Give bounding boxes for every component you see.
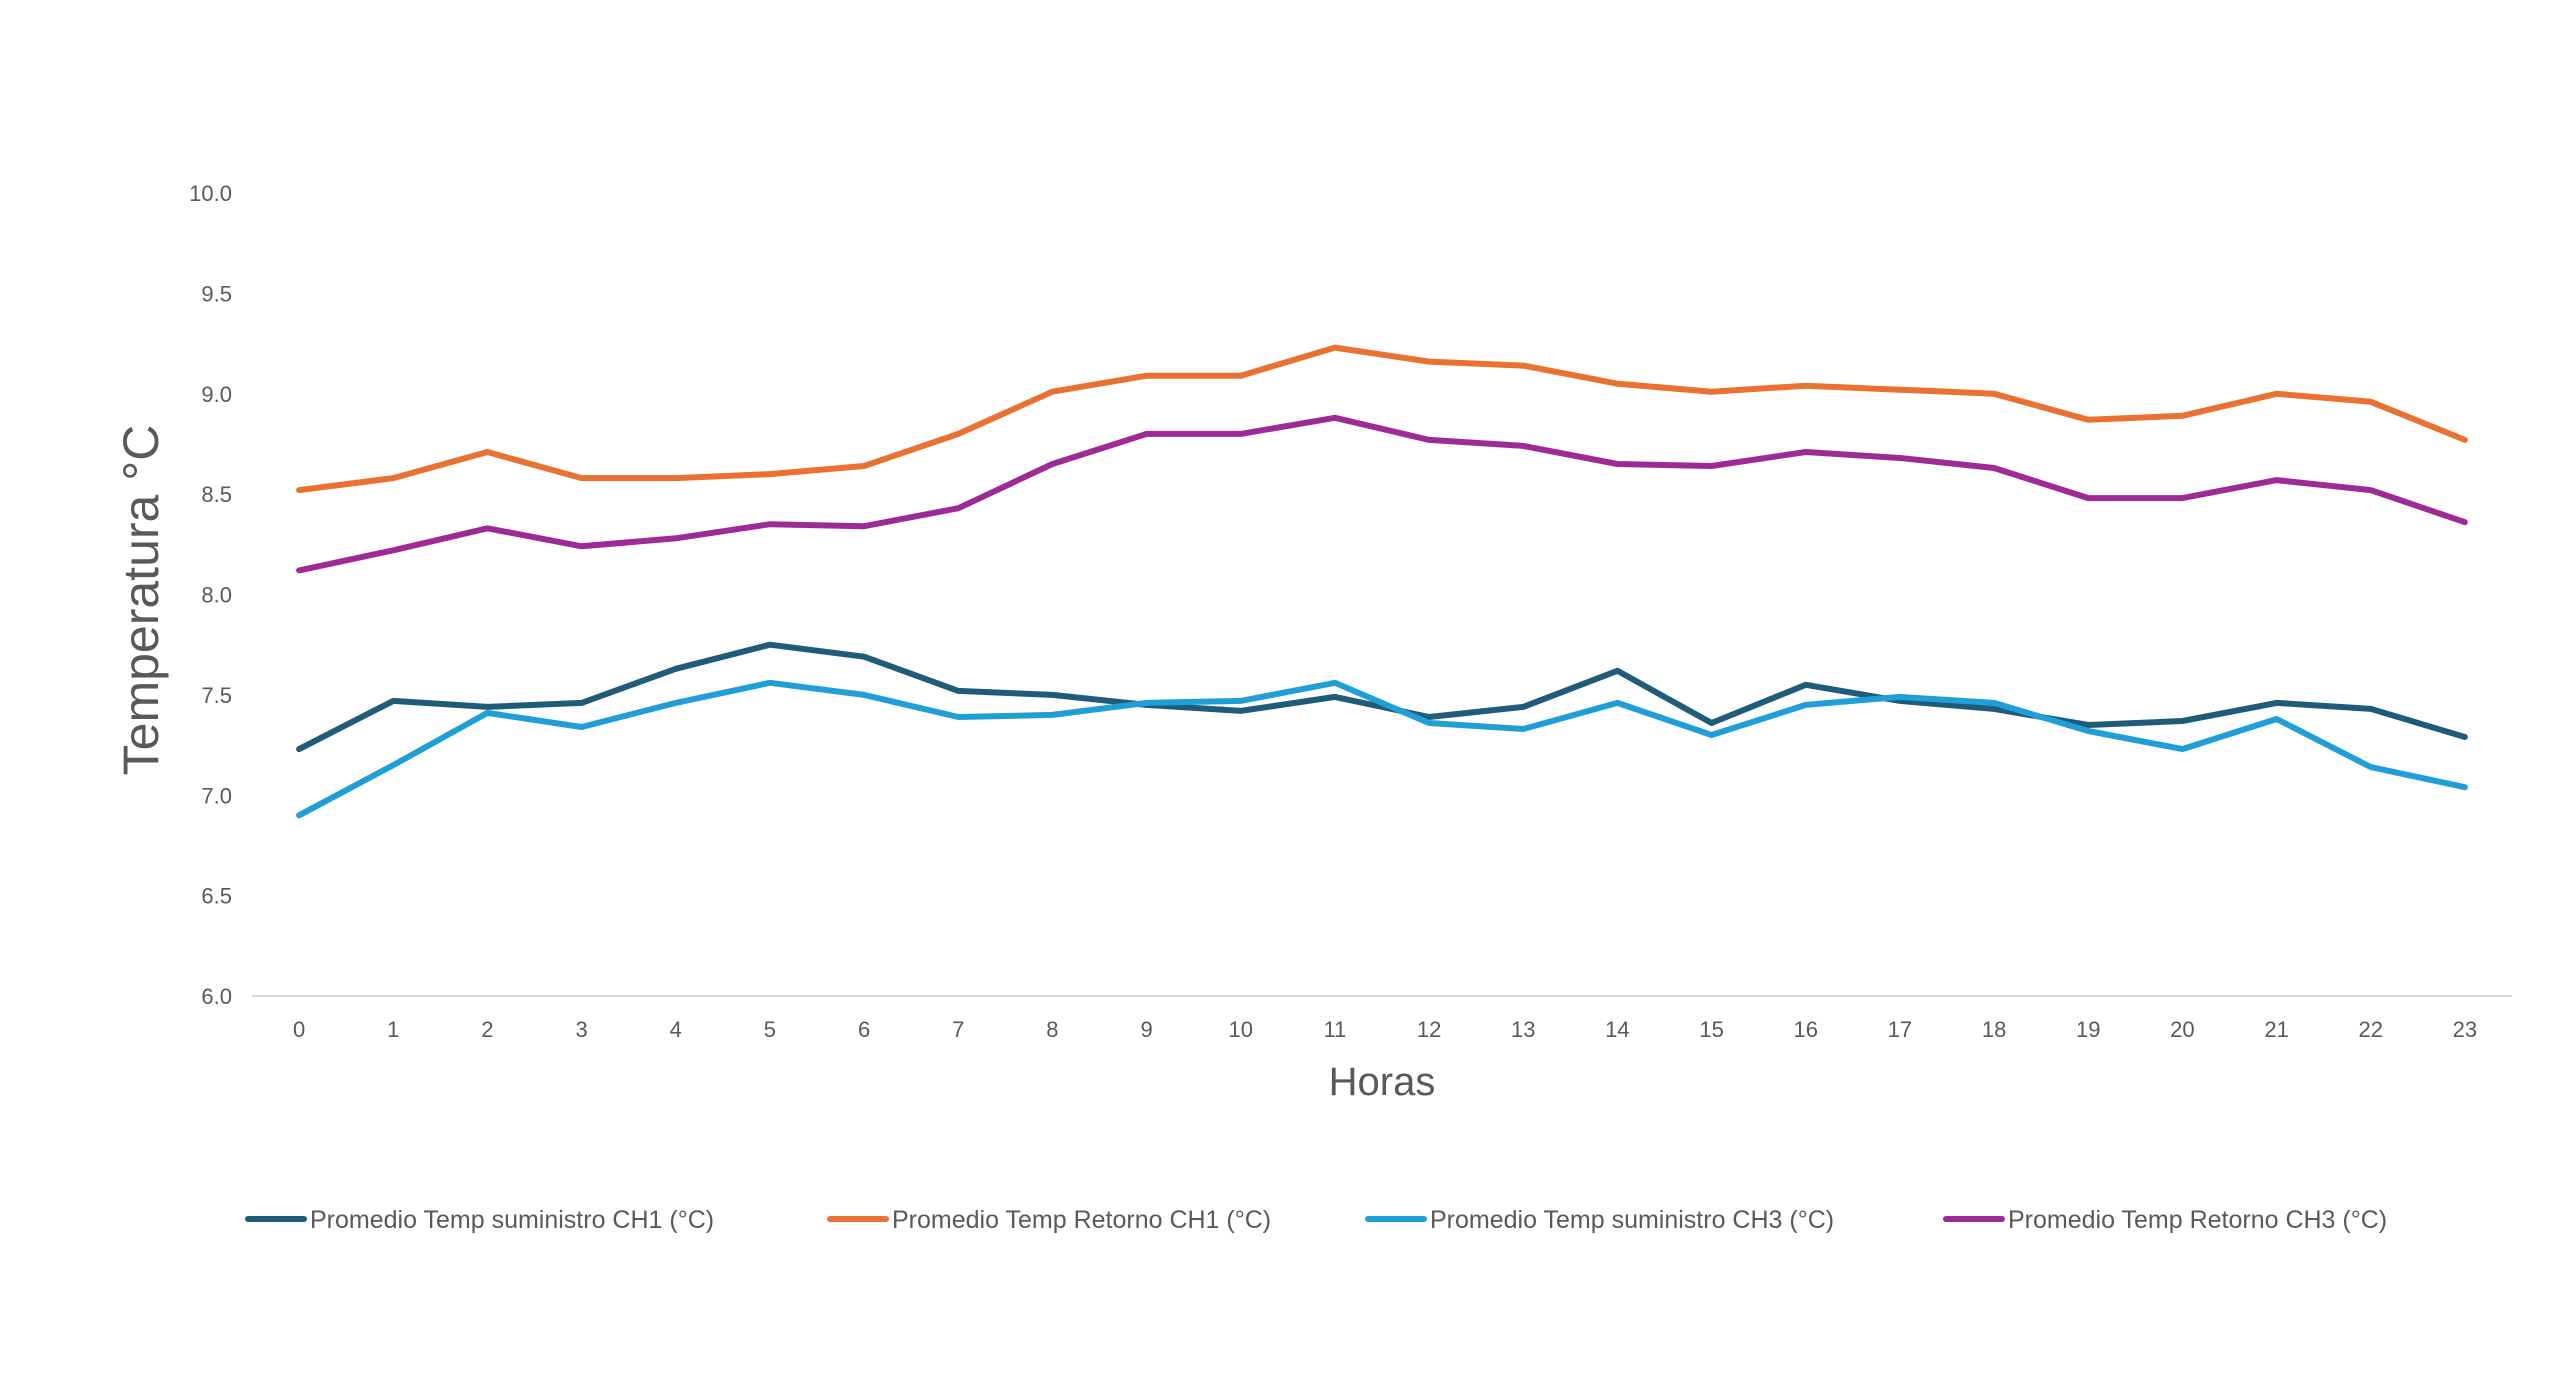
legend: Promedio Temp suministro CH1 (°C) Promedi… bbox=[245, 1206, 2387, 1234]
x-tick-label: 23 bbox=[2453, 1017, 2477, 1042]
legend-item-3: Promedio Temp suministro CH3 (°C) bbox=[1365, 1206, 1834, 1234]
x-tick-label: 9 bbox=[1140, 1017, 1152, 1042]
series-layer bbox=[296, 344, 2468, 819]
y-tick-label: 7.5 bbox=[201, 683, 232, 708]
legend-label: Promedio Temp Retorno CH3 (°C) bbox=[2008, 1206, 2387, 1234]
x-tick-label: 1 bbox=[387, 1017, 399, 1042]
x-tick-label: 11 bbox=[1323, 1017, 1346, 1042]
x-tick-label: 19 bbox=[2076, 1017, 2100, 1042]
y-tick-label: 7.0 bbox=[201, 783, 232, 808]
x-tick-label: 5 bbox=[764, 1017, 776, 1042]
x-tick-labels: 0 1 2 3 4 5 6 7 8 9 10 11 12 13 14 15 16 17 18 19 20 21 22 23 bbox=[293, 1017, 2477, 1042]
x-tick-label: 18 bbox=[1982, 1017, 2006, 1042]
x-axis-title: Horas bbox=[1329, 1060, 1436, 1104]
y-tick-label: 9.0 bbox=[201, 382, 232, 407]
x-tick-label: 3 bbox=[575, 1017, 587, 1042]
x-tick-label: 6 bbox=[858, 1017, 870, 1042]
y-tick-label: 10.0 bbox=[189, 181, 232, 206]
x-tick-label: 21 bbox=[2264, 1017, 2288, 1042]
x-tick-label: 15 bbox=[1699, 1017, 1723, 1042]
y-tick-label: 6.5 bbox=[201, 884, 232, 909]
x-tick-label: 0 bbox=[293, 1017, 305, 1042]
series-line-1 bbox=[296, 641, 2468, 753]
x-tick-label: 4 bbox=[670, 1017, 682, 1042]
series-line-2 bbox=[296, 344, 2468, 494]
legend-label: Promedio Temp suministro CH3 (°C) bbox=[1430, 1206, 1834, 1234]
x-tick-label: 8 bbox=[1046, 1017, 1058, 1042]
x-tick-label: 10 bbox=[1229, 1017, 1253, 1042]
y-tick-label: 8.5 bbox=[201, 482, 232, 507]
y-axis-title: Temperatura °C bbox=[113, 425, 169, 776]
x-tick-label: 14 bbox=[1605, 1017, 1629, 1042]
legend-label: Promedio Temp Retorno CH1 (°C) bbox=[892, 1206, 1271, 1234]
legend-label: Promedio Temp suministro CH1 (°C) bbox=[310, 1206, 714, 1234]
y-tick-labels: 6.0 6.5 7.0 7.5 8.0 8.5 9.0 9.5 10.0 bbox=[189, 181, 232, 1009]
y-tick-label: 8.0 bbox=[201, 583, 232, 608]
series-line-4 bbox=[296, 414, 2468, 574]
y-tick-label: 9.5 bbox=[201, 281, 232, 306]
series-line-3 bbox=[296, 679, 2468, 819]
x-tick-label: 16 bbox=[1794, 1017, 1818, 1042]
y-tick-label: 6.0 bbox=[201, 984, 232, 1009]
legend-item-4: Promedio Temp Retorno CH3 (°C) bbox=[1943, 1206, 2387, 1234]
x-tick-label: 12 bbox=[1417, 1017, 1441, 1042]
x-tick-label: 13 bbox=[1511, 1017, 1535, 1042]
x-tick-label: 7 bbox=[952, 1017, 964, 1042]
x-tick-label: 17 bbox=[1888, 1017, 1912, 1042]
x-tick-label: 20 bbox=[2170, 1017, 2194, 1042]
x-tick-label: 2 bbox=[481, 1017, 493, 1042]
legend-item-1: Promedio Temp suministro CH1 (°C) bbox=[245, 1206, 714, 1234]
legend-item-2: Promedio Temp Retorno CH1 (°C) bbox=[827, 1206, 1271, 1234]
x-tick-label: 22 bbox=[2359, 1017, 2383, 1042]
